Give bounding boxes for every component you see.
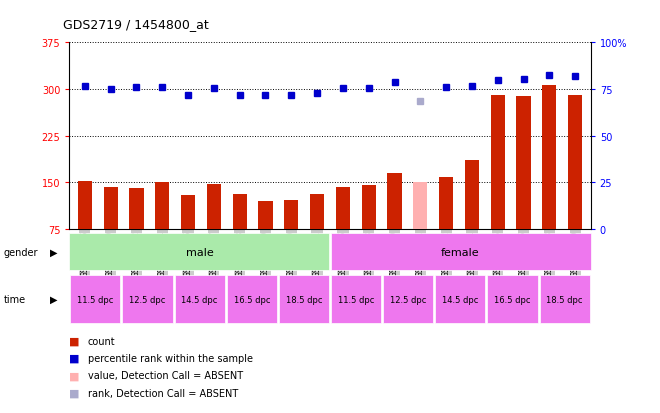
Bar (104, 187, 117, 229)
Text: 12.5 dpc: 12.5 dpc (390, 295, 426, 304)
Text: 12.5 dpc: 12.5 dpc (129, 295, 166, 304)
Bar (331, 233, 591, 271)
Bar (227, 275, 277, 323)
Text: percentile rank within the sample: percentile rank within the sample (88, 353, 253, 363)
Text: 18.5 dpc: 18.5 dpc (286, 295, 322, 304)
Text: rank, Detection Call = ABSENT: rank, Detection Call = ABSENT (88, 388, 238, 398)
Bar (488, 275, 537, 323)
Bar (175, 275, 224, 323)
Text: ▶: ▶ (50, 294, 58, 304)
Bar (232, 195, 247, 229)
Bar (490, 96, 505, 229)
Text: 14.5 dpc: 14.5 dpc (182, 295, 218, 304)
Bar (279, 275, 329, 323)
Text: 18.5 dpc: 18.5 dpc (546, 295, 583, 304)
Bar (362, 185, 376, 229)
Bar (207, 185, 221, 229)
Bar (258, 201, 273, 229)
Bar (413, 183, 428, 229)
Bar (181, 195, 195, 229)
Text: time: time (3, 294, 26, 304)
Bar (78, 181, 92, 229)
Bar (336, 187, 350, 229)
Bar (543, 86, 556, 229)
Text: ■: ■ (69, 336, 80, 346)
Text: count: count (88, 336, 115, 346)
Text: GDS2719 / 1454800_at: GDS2719 / 1454800_at (63, 18, 209, 31)
Text: 14.5 dpc: 14.5 dpc (442, 295, 478, 304)
Bar (331, 275, 381, 323)
Text: 16.5 dpc: 16.5 dpc (494, 295, 531, 304)
Text: ■: ■ (69, 353, 80, 363)
Text: female: female (441, 247, 480, 257)
Bar (310, 195, 324, 229)
Bar (436, 275, 485, 323)
Text: ■: ■ (69, 388, 80, 398)
Bar (517, 97, 531, 229)
Text: 11.5 dpc: 11.5 dpc (77, 295, 114, 304)
Bar (568, 96, 582, 229)
Bar (439, 178, 453, 229)
Bar (71, 275, 120, 323)
Text: 11.5 dpc: 11.5 dpc (338, 295, 374, 304)
Text: value, Detection Call = ABSENT: value, Detection Call = ABSENT (88, 370, 243, 380)
Bar (540, 275, 589, 323)
Bar (387, 173, 402, 229)
Text: 16.5 dpc: 16.5 dpc (234, 295, 270, 304)
Bar (284, 201, 298, 229)
Bar (69, 233, 329, 271)
Text: gender: gender (3, 247, 38, 257)
Text: ■: ■ (69, 370, 80, 380)
Bar (123, 275, 172, 323)
Bar (465, 161, 479, 229)
Text: ▶: ▶ (50, 247, 58, 257)
Bar (383, 275, 433, 323)
Bar (129, 188, 143, 229)
Text: male: male (185, 247, 214, 257)
Bar (155, 183, 170, 229)
